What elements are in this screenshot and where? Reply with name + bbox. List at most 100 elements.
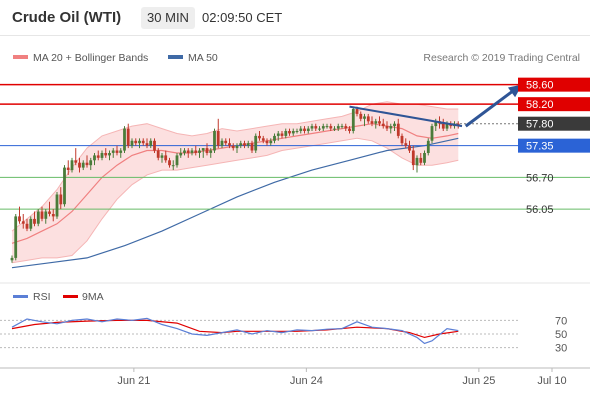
candle-body (33, 218, 36, 224)
level-labels: 58.60 58.20 57.80 57.35 56.70 56.05 (518, 77, 590, 216)
candle-body (123, 128, 126, 151)
candle-body (51, 214, 55, 217)
candle-body (243, 143, 246, 146)
candle-body (280, 133, 284, 136)
candle-body (126, 128, 130, 146)
candle-body (10, 257, 14, 261)
candle-body (59, 194, 63, 205)
candle-body (348, 128, 351, 131)
candle-body (291, 131, 295, 134)
candle-body (321, 126, 325, 129)
candle-body (359, 113, 363, 119)
level-label: 56.70 (526, 172, 554, 184)
candle-body (239, 143, 243, 146)
candle-body (130, 140, 134, 146)
candle-body (303, 128, 306, 131)
candle-body (408, 145, 411, 151)
level-label: 58.20 (526, 99, 554, 111)
candle-body (269, 140, 273, 144)
candle-body (445, 123, 449, 129)
candle-body (198, 150, 201, 153)
candle-body (66, 167, 70, 170)
candle-body (111, 150, 115, 153)
timestamp: 02:09:50 CET (202, 10, 283, 25)
candle-body (209, 150, 213, 153)
candle-body (306, 128, 310, 131)
candle-body (299, 128, 303, 131)
candle-body (374, 121, 378, 124)
candle-body (329, 126, 333, 129)
candle-body (261, 138, 265, 141)
ma50-legend-swatch (168, 55, 183, 59)
resistance-trendline (349, 105, 463, 128)
candle-body (63, 167, 66, 205)
candle-body (381, 123, 385, 127)
candle-body (48, 211, 51, 214)
candle-body (276, 133, 280, 136)
header-divider (0, 35, 590, 36)
candle-body (194, 150, 198, 153)
candle-body (370, 121, 374, 124)
candle-body (100, 153, 104, 158)
rsi-legend-label: RSI (33, 291, 51, 303)
candle-body (55, 194, 59, 217)
candles (10, 106, 460, 263)
rsi-ma-legend-swatch (63, 295, 78, 298)
ma50-legend-label: MA 50 (188, 52, 218, 64)
level-label: 58.60 (526, 80, 554, 92)
candle-body (336, 126, 340, 129)
ma50-line (11, 137, 459, 269)
candle-body (228, 143, 231, 146)
x-axis-label: Jun 21 (117, 375, 150, 387)
rsi-level-label: 30 (555, 343, 567, 355)
candle-body (85, 162, 89, 166)
candle-body (310, 126, 314, 129)
level-label: 57.35 (526, 141, 554, 153)
rsi-line (11, 317, 459, 345)
timeframe-button[interactable]: 30 MIN (141, 7, 195, 29)
candle-body (254, 135, 258, 151)
candle-body (325, 126, 329, 128)
x-axis-label: Jul 10 (537, 375, 566, 387)
candle-body (205, 148, 209, 153)
candle-body (44, 211, 48, 219)
candle-body (400, 135, 404, 144)
candle-body (119, 150, 123, 153)
candle-body (288, 131, 291, 134)
candle-body (396, 123, 400, 136)
candle-body (104, 153, 108, 156)
candle-body (224, 140, 228, 144)
candle-body (145, 143, 149, 146)
candle-body (213, 131, 216, 151)
candle-body (441, 123, 445, 129)
candle-body (138, 140, 141, 144)
header: Crude Oil (WTI) 30 MIN 02:09:50 CET (0, 0, 590, 36)
candle-body (385, 126, 389, 129)
candle-body (70, 160, 74, 171)
candle-body (164, 155, 168, 161)
bollinger-band-fill (12, 101, 459, 263)
level-label: 57.80 (526, 119, 554, 131)
ma20-legend-swatch (13, 55, 28, 59)
candle-body (190, 150, 194, 153)
candle-body (81, 162, 85, 168)
level-label: 56.05 (526, 204, 554, 216)
rsi-level-label: 70 (555, 315, 567, 327)
rsi-ma-line (11, 319, 459, 339)
candle-body (40, 211, 44, 219)
rsi-legend-swatch (13, 295, 28, 298)
instrument-title: Crude Oil (WTI) (12, 9, 122, 26)
candle-body (74, 160, 78, 163)
candle-body (351, 109, 355, 131)
candle-body (21, 221, 25, 224)
candle-body (314, 126, 318, 129)
candle-body (179, 153, 183, 156)
candle-body (96, 155, 100, 158)
x-axis-label: Jun 25 (462, 375, 495, 387)
candle-body (153, 140, 156, 151)
rsi-level-label: 50 (555, 329, 567, 341)
candle-body (273, 135, 276, 141)
candle-body (378, 121, 381, 124)
candle-body (419, 157, 423, 163)
